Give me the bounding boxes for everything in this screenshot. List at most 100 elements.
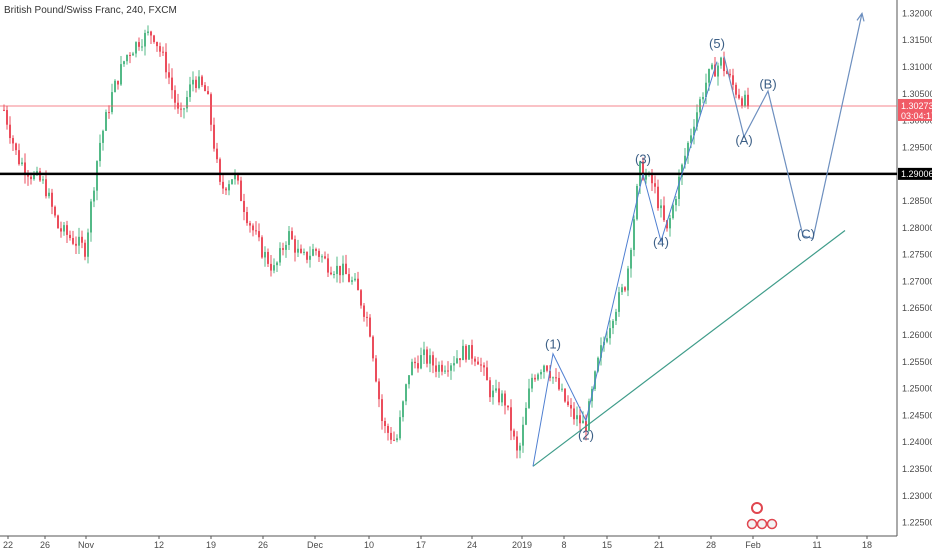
candle	[129, 52, 131, 64]
candle-body	[675, 199, 677, 206]
candle-body	[303, 251, 305, 253]
candle	[621, 283, 623, 296]
candle	[267, 248, 269, 268]
x-tick-label: 11	[812, 540, 821, 550]
candle	[657, 179, 659, 211]
candle-body	[642, 161, 644, 180]
candle	[435, 357, 437, 378]
candle	[96, 160, 98, 201]
candle	[447, 361, 449, 377]
candle	[423, 341, 425, 365]
candle	[738, 88, 740, 100]
candle	[12, 135, 14, 151]
candle	[483, 362, 485, 376]
candle	[432, 351, 434, 374]
candle	[312, 243, 314, 257]
candle-body	[39, 171, 41, 181]
candle-body	[378, 381, 380, 400]
candle-body	[480, 364, 482, 366]
candle-body	[150, 31, 152, 36]
candle-body	[30, 176, 32, 180]
candle-body	[255, 230, 257, 232]
candle	[543, 364, 545, 379]
event-marker-icon[interactable]	[746, 518, 758, 530]
candle	[51, 188, 53, 215]
candle	[744, 90, 746, 108]
candle	[336, 256, 338, 283]
candle-body	[684, 155, 686, 165]
candle	[552, 376, 554, 384]
candle-body	[345, 263, 347, 275]
candle-body	[654, 183, 656, 187]
candle	[486, 360, 488, 381]
event-marker-icon[interactable]	[751, 502, 763, 514]
candle-body	[339, 265, 341, 276]
candle	[126, 54, 128, 65]
candle	[186, 90, 188, 113]
event-marker-icon[interactable]	[756, 518, 768, 530]
x-tick-label: 2019	[512, 540, 532, 550]
candle	[378, 378, 380, 408]
candle	[138, 37, 140, 51]
candle-body	[432, 355, 434, 366]
candle-body	[234, 173, 236, 180]
wave-impulse-path[interactable]	[532, 61, 718, 467]
candle-body	[672, 205, 674, 219]
wave-label: (3)	[635, 151, 651, 166]
x-tick-label: 26	[258, 540, 268, 550]
candle-body	[366, 316, 368, 318]
candle	[408, 375, 410, 389]
candle-body	[408, 375, 410, 385]
candle	[420, 347, 422, 370]
candle-body	[396, 438, 398, 441]
candle-body	[630, 249, 632, 269]
candle-body	[243, 200, 245, 213]
candle	[270, 255, 272, 277]
candle	[675, 196, 677, 212]
candle-body	[207, 91, 209, 95]
candle	[600, 337, 602, 366]
candle	[390, 426, 392, 445]
candle-body	[486, 367, 488, 381]
candle-body	[78, 236, 80, 246]
candle	[522, 416, 524, 453]
candle-body	[471, 345, 473, 359]
support-level-tag	[898, 167, 932, 180]
event-marker-icon[interactable]	[766, 518, 778, 530]
candle	[147, 25, 149, 36]
candle	[183, 107, 185, 119]
candle-body	[333, 274, 335, 276]
candle	[291, 227, 293, 241]
candle	[141, 39, 143, 52]
candle-body	[213, 124, 215, 149]
y-tick-label: 1.27500	[902, 250, 932, 260]
candle-body	[225, 188, 227, 191]
ascending-trendline[interactable]	[532, 230, 846, 467]
candle	[471, 339, 473, 365]
candle	[243, 193, 245, 221]
candle-body	[240, 180, 242, 201]
projection-path[interactable]	[723, 13, 863, 240]
candle-body	[195, 79, 197, 89]
x-tick-label: 15	[602, 540, 612, 550]
candle	[9, 116, 11, 144]
candle	[546, 364, 548, 373]
candle	[735, 82, 737, 99]
candle	[414, 357, 416, 369]
candle-body	[576, 415, 578, 420]
candle-body	[678, 176, 680, 200]
candle	[642, 157, 644, 181]
candle	[630, 247, 632, 278]
candle	[120, 55, 122, 86]
candle	[417, 355, 419, 373]
candle-body	[219, 159, 221, 182]
candle-body	[687, 142, 689, 156]
x-tick-label: Nov	[78, 540, 95, 550]
event-icons[interactable]	[746, 502, 778, 530]
candle-body	[498, 388, 500, 403]
candle	[246, 206, 248, 226]
candle	[567, 395, 569, 407]
candle-body	[21, 162, 23, 165]
candle	[210, 92, 212, 132]
candle	[285, 241, 287, 258]
